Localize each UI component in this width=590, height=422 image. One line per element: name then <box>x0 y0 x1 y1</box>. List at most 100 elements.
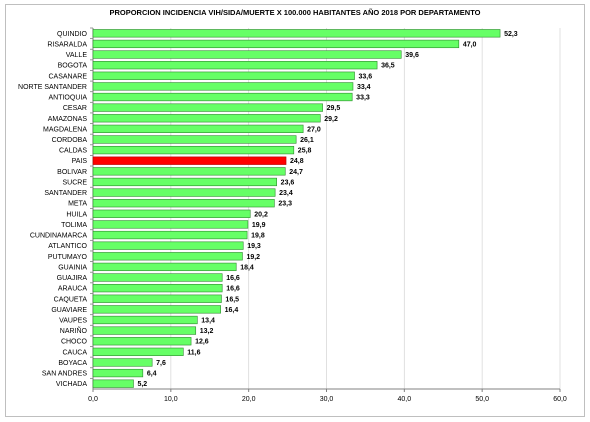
value-label: 19,2 <box>246 254 260 261</box>
bar <box>92 199 275 208</box>
bar-highlight <box>92 156 287 165</box>
value-label: 29,5 <box>327 105 341 112</box>
value-label: 39,6 <box>405 52 419 59</box>
value-label: 52,3 <box>504 31 518 38</box>
category-label: NORTE SANTANDER <box>18 84 87 91</box>
bar <box>92 294 222 303</box>
category-label: VALLE <box>66 52 88 59</box>
bar <box>92 103 323 112</box>
value-label: 33,3 <box>356 95 370 102</box>
category-label: CALDAS <box>59 148 87 155</box>
bar <box>92 262 237 272</box>
value-label: 16,6 <box>226 275 240 282</box>
bar <box>92 273 223 282</box>
category-label: ATLANTICO <box>48 243 87 250</box>
bar <box>92 92 353 102</box>
value-label: 16,6 <box>226 286 240 293</box>
value-label: 12,6 <box>195 339 209 346</box>
category-label: BOLIVAR <box>57 169 87 176</box>
value-label: 47,0 <box>463 41 477 48</box>
value-label: 18,4 <box>240 264 254 271</box>
value-label: 19,3 <box>247 243 261 250</box>
category-label: BOGOTA <box>58 63 88 70</box>
value-label: 36,5 <box>381 63 395 70</box>
bar <box>92 50 402 59</box>
value-label: 33,6 <box>359 73 373 80</box>
bar <box>92 368 144 378</box>
value-label: 25,8 <box>298 148 312 155</box>
value-label: 11,6 <box>187 349 200 356</box>
value-label: 20,2 <box>254 211 268 218</box>
bar <box>92 347 184 356</box>
category-label: NARIÑO <box>60 326 88 335</box>
bar <box>92 82 354 91</box>
bar <box>92 220 249 229</box>
category-label: CASANARE <box>48 73 87 80</box>
bar <box>92 284 223 293</box>
value-label: 27,0 <box>307 126 321 133</box>
value-label: 33,4 <box>357 84 371 91</box>
value-label: 6,4 <box>147 371 157 378</box>
category-label: SUCRE <box>62 179 87 186</box>
value-label: 23,3 <box>278 201 292 208</box>
value-label: 16,4 <box>225 307 239 314</box>
chart-title: PROPORCION INCIDENCIA VIH/SIDA/MUERTE X … <box>109 8 481 17</box>
category-label: CAQUETA <box>54 296 88 303</box>
value-label: 5,2 <box>137 381 147 388</box>
value-label: 24,7 <box>289 169 303 176</box>
value-label: 24,8 <box>290 158 304 165</box>
value-label: 23,6 <box>281 179 295 186</box>
category-label: META <box>68 201 87 208</box>
value-label: 19,8 <box>251 233 265 240</box>
bar <box>92 177 277 187</box>
value-label: 19,9 <box>252 222 266 229</box>
value-label: 26,1 <box>300 137 314 144</box>
bar <box>92 29 501 38</box>
bar <box>92 124 304 133</box>
category-label: CAUCA <box>62 349 87 356</box>
bar <box>92 135 297 144</box>
bar <box>92 337 192 346</box>
category-label: BOYACA <box>58 360 87 367</box>
value-label: 13,2 <box>200 328 214 335</box>
bar <box>92 230 248 240</box>
category-label: PAIS <box>72 158 88 165</box>
bar <box>92 358 153 367</box>
bar <box>92 61 378 70</box>
value-label: 13,4 <box>201 317 215 324</box>
category-label: ARAUCA <box>58 286 88 293</box>
bar <box>92 39 460 49</box>
x-tick-label: 10,0 <box>164 396 178 403</box>
bar <box>92 145 295 155</box>
category-label: CHOCO <box>61 339 88 346</box>
category-label: SANTANDER <box>44 190 87 197</box>
bar <box>92 315 198 325</box>
value-label: 23,4 <box>279 190 293 197</box>
x-tick-label: 20,0 <box>242 396 256 403</box>
category-label: SAN ANDRES <box>42 371 87 378</box>
value-label: 16,5 <box>225 296 239 303</box>
value-label: 7,6 <box>156 360 166 367</box>
x-tick-label: 0,0 <box>88 396 98 403</box>
category-label: MAGDALENA <box>43 126 87 133</box>
category-label: CUNDINAMARCA <box>30 233 88 240</box>
bar <box>92 188 276 197</box>
bar <box>92 241 244 250</box>
category-label: CESAR <box>63 105 87 112</box>
category-label: RISARALDA <box>47 41 87 48</box>
value-label: 29,2 <box>324 116 338 123</box>
category-label: TOLIMA <box>61 222 87 229</box>
category-label: ANTIOQUIA <box>48 95 87 102</box>
x-tick-label: 30,0 <box>320 396 334 403</box>
category-label: GUAVIARE <box>51 307 87 314</box>
category-label: GUAJIRA <box>57 275 88 282</box>
category-label: VAUPES <box>59 317 87 324</box>
bar <box>92 114 321 123</box>
bar <box>92 167 286 176</box>
x-tick-label: 50,0 <box>475 396 489 403</box>
category-label: VICHADA <box>56 381 87 388</box>
bar <box>92 71 355 80</box>
x-tick-label: 60,0 <box>553 396 567 403</box>
category-label: GUAINIA <box>58 264 87 271</box>
